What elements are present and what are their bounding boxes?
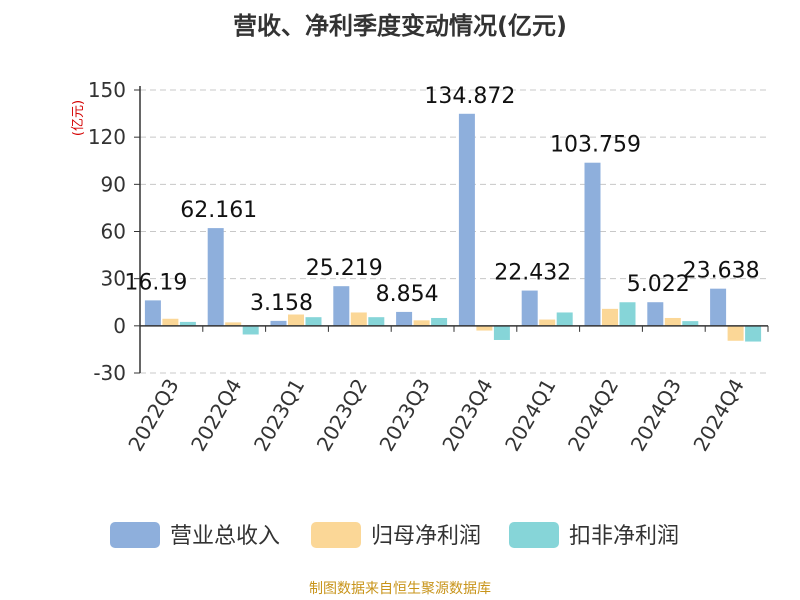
bars bbox=[144, 113, 762, 342]
y-tick-label: 30 bbox=[101, 267, 126, 291]
data-label: 62.161 bbox=[180, 198, 257, 223]
x-tick-label: 2022Q4 bbox=[186, 375, 246, 456]
bar bbox=[396, 311, 413, 326]
bar bbox=[584, 162, 601, 326]
data-label: 22.432 bbox=[494, 261, 571, 286]
bar bbox=[458, 113, 475, 326]
x-tick-label: 2023Q1 bbox=[249, 375, 309, 456]
y-ticks: -30 0 30 60 90 120 150 bbox=[88, 78, 140, 385]
legend-item[interactable]: 营业总收入 bbox=[110, 522, 280, 549]
grid bbox=[140, 89, 768, 374]
data-label: 3.158 bbox=[250, 291, 313, 316]
bar bbox=[745, 325, 762, 342]
axes bbox=[139, 86, 769, 373]
data-label: 8.854 bbox=[376, 282, 439, 307]
bar bbox=[647, 302, 664, 326]
legend-label: 归母净利润 bbox=[371, 524, 481, 549]
bar bbox=[521, 290, 538, 326]
bar bbox=[144, 300, 161, 326]
y-tick-label: -30 bbox=[93, 361, 126, 385]
x-tick-label: 2022Q3 bbox=[123, 375, 183, 456]
bar bbox=[493, 325, 510, 340]
x-tick-label: 2024Q3 bbox=[626, 375, 686, 456]
y-tick-label: 120 bbox=[88, 125, 126, 149]
bar bbox=[242, 325, 259, 335]
x-tick-label: 2024Q2 bbox=[563, 375, 623, 456]
bar bbox=[368, 317, 385, 326]
bar bbox=[288, 314, 304, 326]
bar bbox=[270, 320, 287, 326]
bar bbox=[710, 288, 727, 326]
data-label: 16.19 bbox=[124, 270, 187, 295]
data-label: 103.759 bbox=[550, 133, 641, 158]
x-tick-label: 2023Q3 bbox=[374, 375, 434, 456]
bar bbox=[225, 322, 242, 326]
x-tick-label: 2023Q2 bbox=[312, 375, 372, 456]
bar bbox=[476, 325, 493, 331]
legend-label: 营业总收入 bbox=[170, 524, 280, 549]
x-ticks: 2022Q3 2022Q4 2023Q1 2023Q2 2023Q3 2023Q4 2024… bbox=[123, 375, 749, 456]
source-note: 制图数据来自恒生聚源数据库 bbox=[309, 581, 491, 597]
legend-swatch bbox=[110, 522, 160, 548]
y-tick-label: 0 bbox=[113, 314, 126, 338]
bar bbox=[727, 325, 744, 341]
bar bbox=[179, 321, 196, 326]
bar bbox=[664, 317, 681, 326]
bar bbox=[207, 228, 224, 326]
data-label: 134.872 bbox=[424, 84, 515, 109]
y-tick-label: 150 bbox=[88, 78, 126, 102]
chart-title: 营收、净利季度变动情况(亿元) bbox=[233, 12, 567, 40]
bar bbox=[305, 317, 322, 326]
bar bbox=[333, 286, 350, 326]
legend-label: 扣非净利润 bbox=[569, 524, 679, 549]
legend-swatch bbox=[509, 522, 559, 548]
legend-swatch bbox=[311, 522, 361, 548]
data-label: 23.638 bbox=[683, 259, 760, 284]
x-tick-label: 2024Q4 bbox=[688, 375, 748, 456]
bar bbox=[619, 302, 636, 326]
bar bbox=[350, 312, 367, 326]
bar bbox=[682, 321, 699, 326]
legend[interactable]: 营业总收入 归母净利润 扣非净利润 bbox=[110, 522, 679, 549]
y-axis-label: (亿元) bbox=[71, 100, 86, 136]
bar bbox=[556, 312, 573, 326]
bar bbox=[162, 318, 179, 326]
bar bbox=[602, 308, 618, 326]
data-label: 25.219 bbox=[306, 256, 383, 281]
bar bbox=[431, 317, 448, 326]
y-tick-label: 90 bbox=[101, 172, 126, 196]
data-label: 5.022 bbox=[627, 272, 690, 297]
legend-item[interactable]: 扣非净利润 bbox=[509, 522, 679, 549]
y-tick-label: 60 bbox=[101, 220, 126, 244]
x-tick-label: 2023Q4 bbox=[437, 375, 497, 456]
bar bbox=[413, 320, 430, 326]
x-tick-label: 2024Q1 bbox=[500, 375, 560, 456]
legend-item[interactable]: 归母净利润 bbox=[311, 522, 481, 549]
bar bbox=[539, 319, 556, 326]
